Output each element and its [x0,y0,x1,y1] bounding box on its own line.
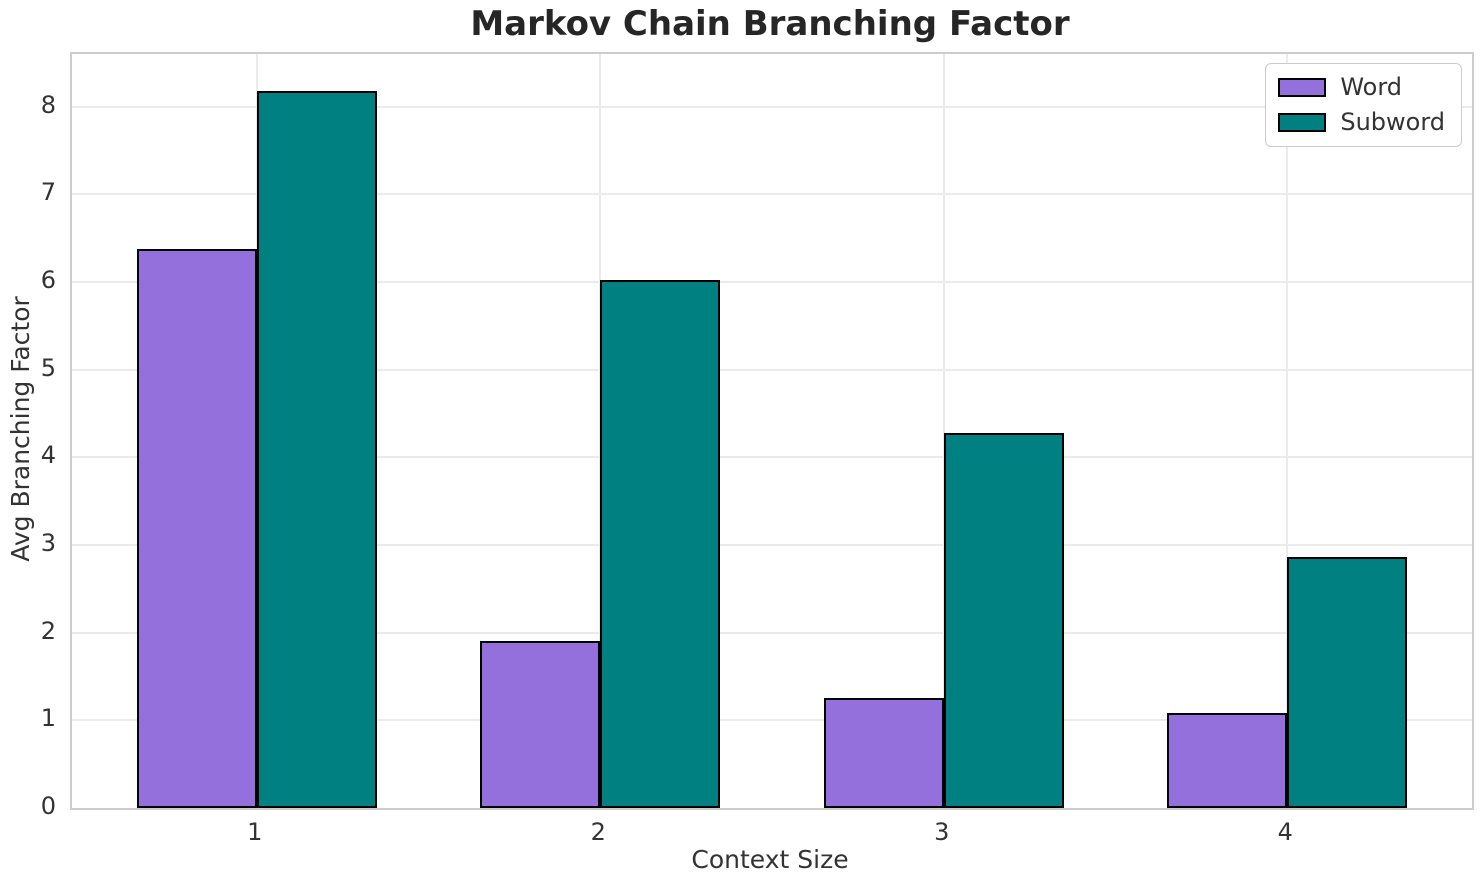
gridline-y-5 [72,368,1472,371]
legend-swatch-subword [1278,113,1327,133]
legend-label-subword: Subword [1340,108,1445,137]
legend-swatch-word [1278,77,1327,97]
y-tick-7: 7 [40,178,56,207]
bar-subword-4 [1287,557,1408,808]
y-tick-8: 8 [40,90,56,119]
gridline-y-8 [72,105,1472,108]
gridline-y-6 [72,280,1472,283]
x-axis-label: Context Size [691,845,849,874]
bar-word-3 [823,698,944,808]
y-tick-4: 4 [40,441,56,470]
x-tick-2: 2 [590,818,606,846]
gridline-x-4 [1286,54,1289,808]
legend-label-word: Word [1340,73,1403,101]
y-tick-3: 3 [40,528,56,557]
chart-title: Markov Chain Branching Factor [470,4,1070,44]
gridline-y-1 [72,719,1472,722]
bar-subword-1 [256,90,377,808]
gridline-y-4 [72,456,1472,459]
x-tick-3: 3 [934,818,950,846]
y-tick-6: 6 [40,265,56,294]
y-tick-0: 0 [40,792,56,820]
x-tick-4: 4 [1277,818,1293,846]
y-tick-2: 2 [40,616,56,645]
bar-subword-3 [943,432,1064,808]
bar-word-4 [1166,713,1288,808]
bar-word-1 [136,248,257,808]
gridline-y-3 [72,543,1472,546]
y-tick-1: 1 [40,704,56,733]
x-tick-1: 1 [247,818,263,846]
y-tick-5: 5 [40,353,56,382]
legend-item-word: Word [1278,74,1445,100]
legend-item-subword: Subword [1278,108,1445,137]
y-axis-label: Avg Branching Factor [6,296,35,562]
legend: Word Subword [1265,63,1462,147]
plot-area [70,52,1474,810]
gridline-x-3 [942,54,945,808]
bar-subword-2 [600,280,721,808]
bar-word-2 [480,640,601,808]
gridline-y-7 [72,193,1472,196]
gridline-y-2 [72,631,1472,634]
